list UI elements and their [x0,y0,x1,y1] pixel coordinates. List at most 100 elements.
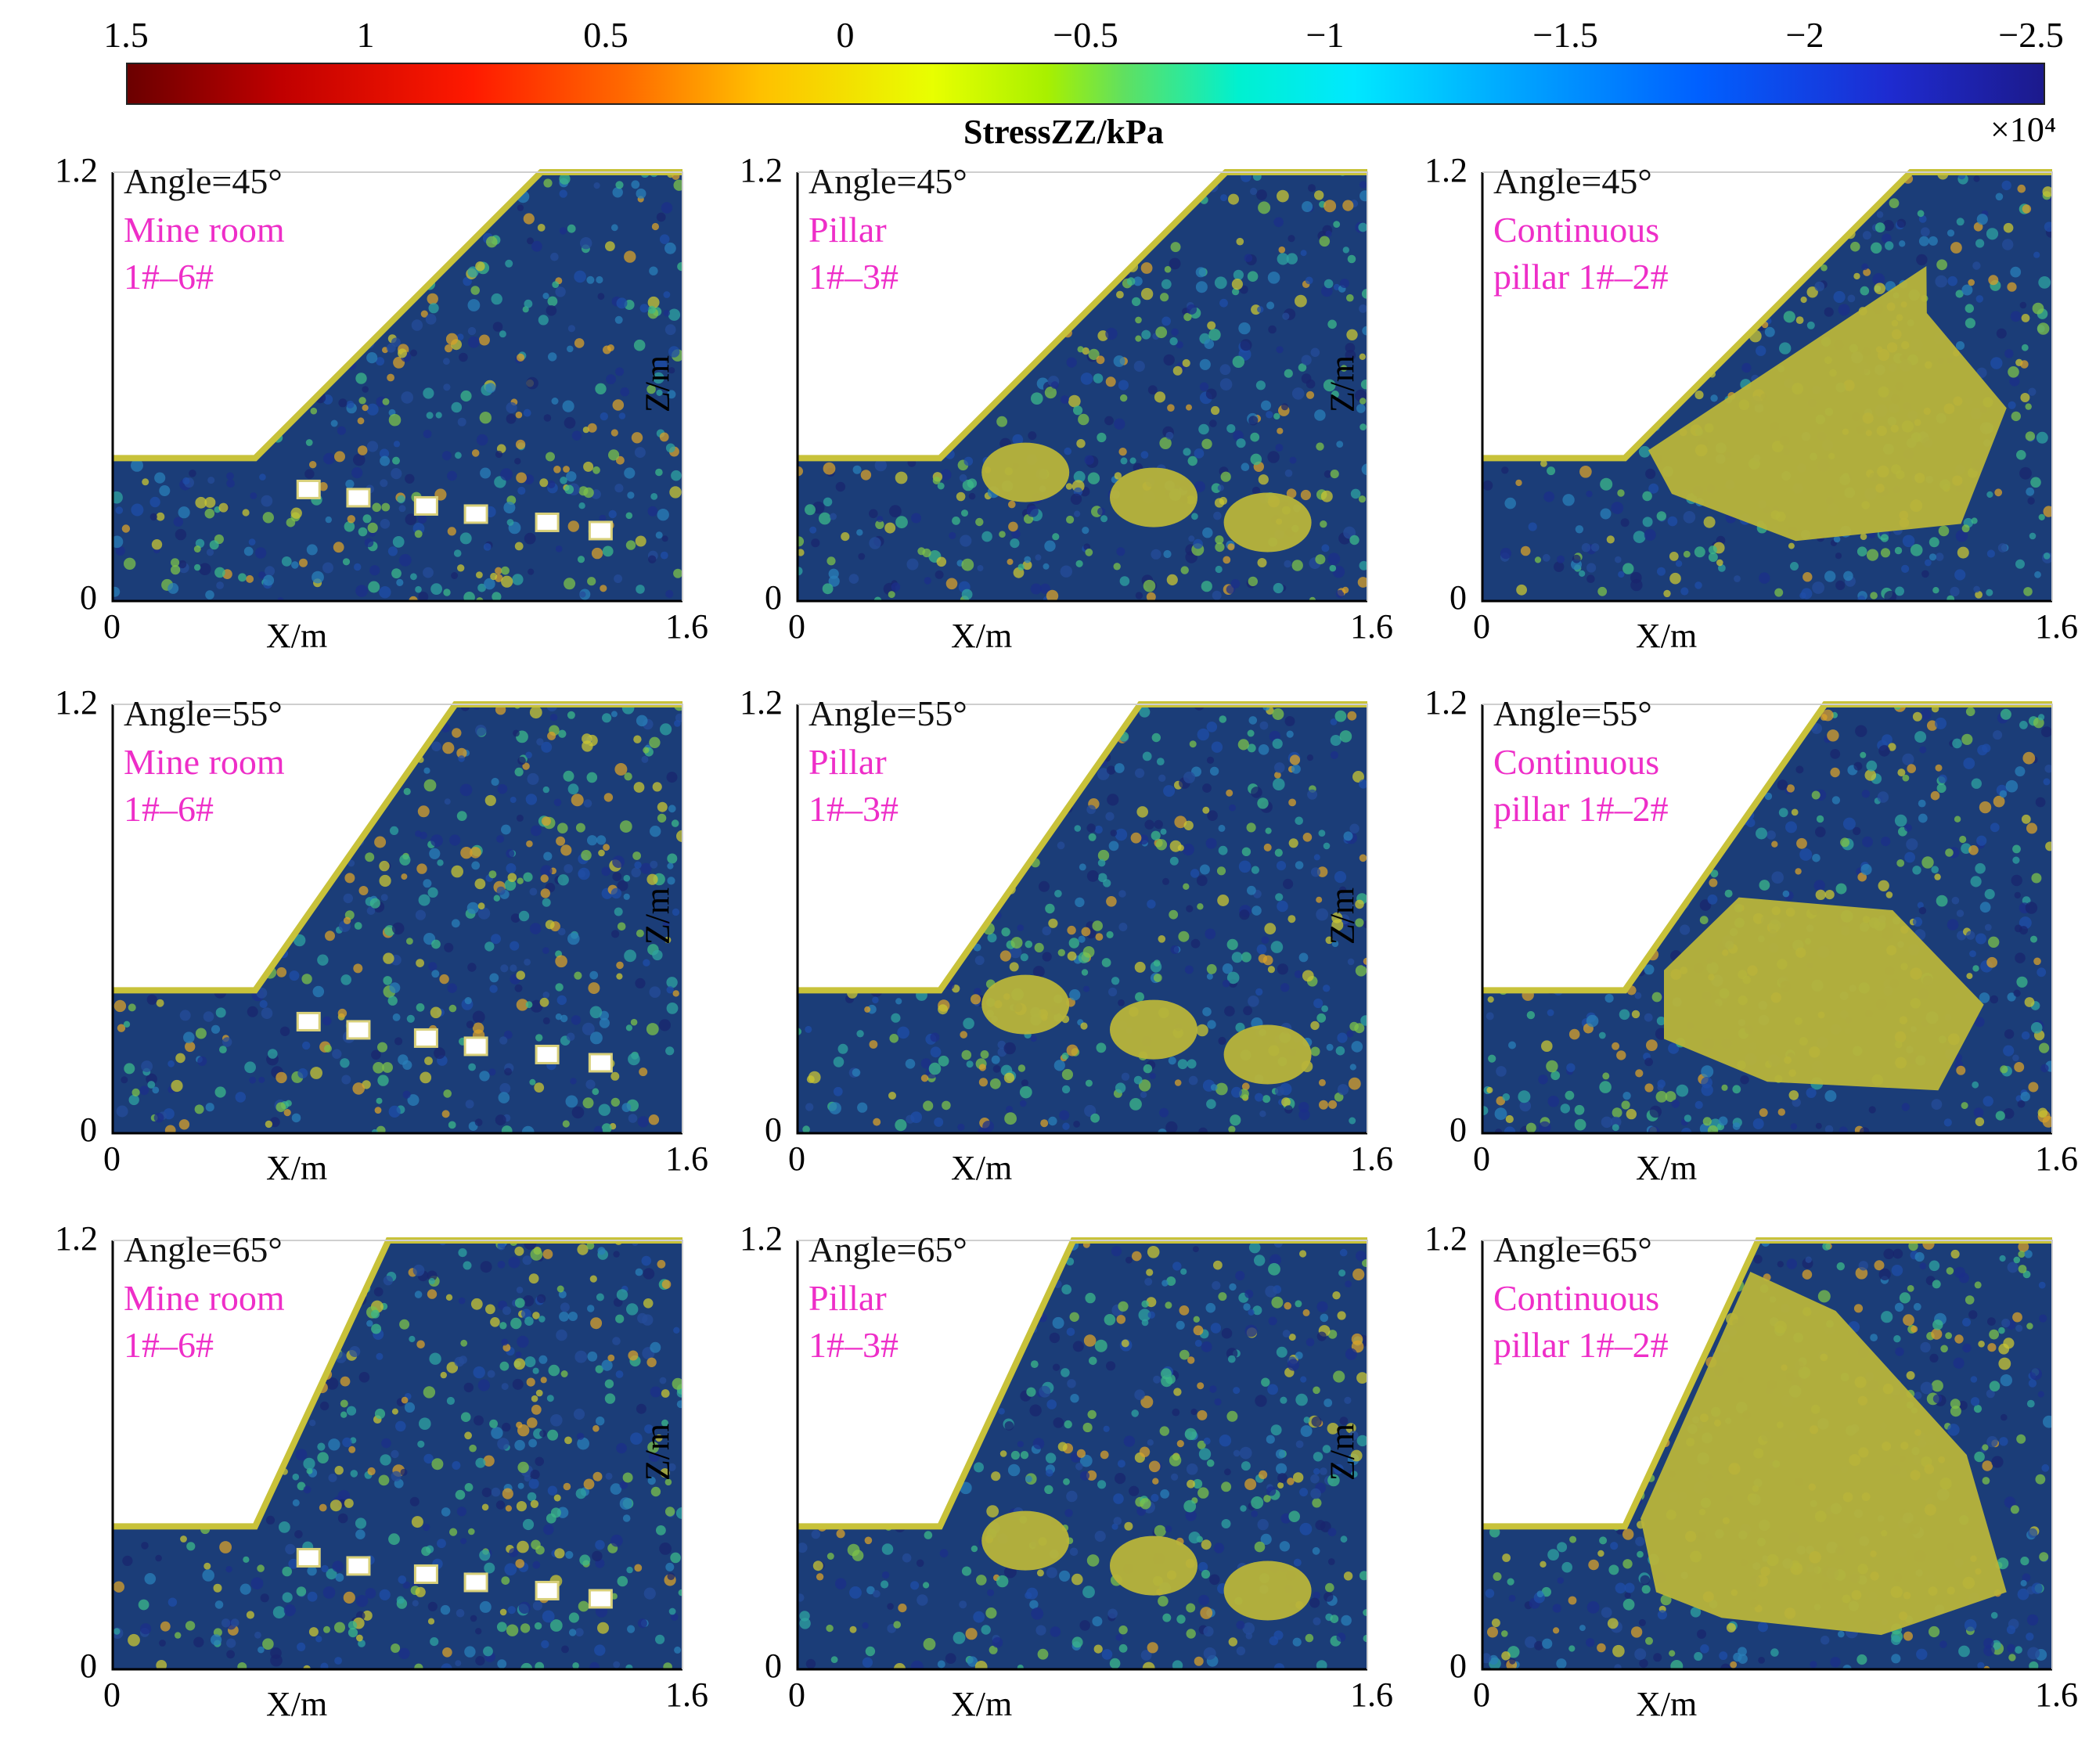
particle [492,322,503,332]
particle [431,939,441,949]
particle [1788,200,1800,211]
particle [391,922,405,935]
particle [592,1471,603,1481]
particle [1153,974,1162,982]
particle [1104,248,1114,257]
particle [1721,1084,1728,1091]
particle [668,1463,676,1471]
particle [589,970,599,980]
particle [811,538,820,548]
particle [467,336,480,348]
particle [156,512,165,521]
particle [1720,215,1727,222]
particle [1199,172,1208,178]
particle [1097,768,1110,780]
particle [555,545,563,553]
particle [878,320,891,333]
particle [1860,286,1870,296]
particle [1764,326,1775,337]
particle [1330,718,1338,725]
particle [460,1538,467,1545]
particle [402,1090,411,1099]
particle [1183,883,1190,890]
particle [522,1295,535,1307]
particle [1497,851,1507,862]
particle [250,909,260,919]
particle [472,1022,484,1034]
particle [1925,559,1932,567]
particle [618,412,626,419]
particle [319,482,328,491]
particle [1824,307,1834,317]
particle [539,1430,547,1438]
particle [1030,1035,1037,1042]
particle [153,1112,164,1123]
particle [168,1449,176,1456]
particle [1719,773,1726,781]
particle [897,1026,909,1039]
particle [869,509,878,519]
particle [1935,717,1947,729]
particle [131,855,144,868]
particle [1134,961,1146,973]
particle [167,876,177,886]
particle [1608,319,1620,331]
particle [1261,400,1271,411]
particle [972,300,983,311]
particle [1044,540,1056,552]
particle [1536,328,1548,340]
particle [1282,312,1290,320]
particle [394,1037,403,1046]
particle [986,364,998,376]
particle [297,1481,306,1491]
particle [508,1256,520,1269]
particle [446,225,455,234]
particle [288,1558,299,1569]
particle [574,338,585,348]
particle [1863,268,1871,276]
particle [1676,269,1689,282]
particle [948,261,960,274]
particle [636,715,648,727]
particle [478,334,490,346]
particle [397,495,405,504]
particle [1701,1077,1712,1089]
particle [597,1247,606,1255]
particle [401,391,413,404]
particle [1493,880,1500,889]
particle [254,372,261,380]
particle [1542,553,1550,562]
particle [458,755,465,762]
particle [504,1563,517,1576]
particle [391,1408,398,1415]
particle [866,1463,875,1471]
particle [505,1505,513,1512]
particle [578,867,590,880]
particle [412,1264,425,1276]
case-label-line1: Pillar [809,210,887,250]
particle [124,557,136,570]
particle [1569,922,1577,929]
particle [458,1297,466,1305]
particle [426,172,438,180]
particle [1035,554,1042,561]
particle [241,851,250,859]
particle [1347,958,1355,966]
particle [997,1305,1010,1318]
particle [1039,583,1050,594]
particle [612,1337,621,1345]
particle [1301,355,1312,365]
particle [2044,765,2052,773]
particle [147,1081,156,1089]
particle [189,881,201,894]
particle [636,585,645,594]
particle [830,1656,838,1663]
particle [663,309,670,317]
particle [349,1346,361,1357]
particle [1191,513,1198,520]
particle [1106,765,1116,775]
particle [657,813,667,823]
particle [1030,1360,1039,1368]
particle [643,959,650,967]
